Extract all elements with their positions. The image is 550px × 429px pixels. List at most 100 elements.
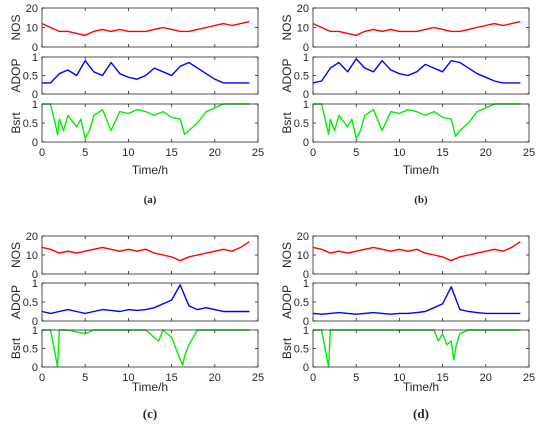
y-axis-label: ADOP: [9, 58, 23, 92]
y-tick-label: 0: [303, 42, 309, 54]
x-tick-label: 20: [209, 372, 221, 384]
y-axis-label: NOS: [280, 242, 294, 268]
y-tick-label: 0: [303, 269, 309, 281]
series-line-bsrt: [42, 103, 250, 139]
x-axis-label: Time/h: [403, 163, 439, 177]
y-tick-label: 20: [297, 231, 309, 243]
y-axis-label: Bsrt: [280, 337, 294, 359]
series-line-bsrt: [313, 103, 521, 139]
series-line-nos: [41, 20, 250, 36]
x-tick-label: 20: [209, 147, 221, 159]
y-tick-label: 1: [303, 52, 309, 64]
y-tick-label: 0.5: [294, 118, 309, 130]
series-line-nos: [312, 241, 521, 262]
y-axis-label: NOS: [9, 14, 23, 40]
subplot-adop: 0 0.5 1 ADOP: [9, 278, 259, 328]
x-tick-label: 20: [480, 147, 492, 159]
y-tick-label: 20: [26, 3, 38, 15]
subplot-adop: 0 0.5 1 ADOP: [9, 52, 259, 101]
y-tick-label: 0.5: [294, 297, 309, 309]
y-tick-label: 10: [297, 250, 309, 262]
axes-box: [41, 329, 259, 368]
panel-caption: (a): [144, 194, 157, 206]
x-axis-label: Time/h: [403, 380, 439, 394]
y-tick-label: 0: [32, 42, 38, 54]
panel-caption: (d): [413, 406, 429, 421]
y-tick-label: 0: [32, 269, 38, 281]
y-axis-label: NOS: [280, 14, 294, 40]
y-tick-label: 10: [297, 23, 309, 35]
x-tick-label: 25: [523, 147, 535, 159]
x-tick-label: 15: [165, 372, 177, 384]
y-tick-label: 1: [32, 325, 38, 337]
y-axis-label: ADOP: [9, 285, 23, 319]
x-tick-label: 15: [436, 147, 448, 159]
axes-box: [312, 329, 530, 368]
y-axis-label: Bsrt: [9, 112, 23, 134]
y-tick-label: 10: [26, 250, 38, 262]
x-tick-label: 15: [436, 372, 448, 384]
axes-box: [312, 282, 530, 322]
y-tick-label: 0.5: [23, 344, 38, 356]
y-tick-label: 0.5: [23, 118, 38, 130]
axes-box: [312, 235, 530, 275]
y-tick-label: 20: [297, 3, 309, 15]
y-axis-label: Bsrt: [280, 112, 294, 134]
x-tick-label: 20: [480, 372, 492, 384]
y-tick-label: 10: [26, 23, 38, 35]
series-line-bsrt: [42, 329, 250, 368]
axes-box: [41, 282, 259, 322]
x-tick-label: 10: [122, 147, 134, 159]
y-tick-label: 1: [303, 278, 309, 290]
axes-box: [41, 7, 259, 48]
y-tick-label: 0: [303, 89, 309, 101]
x-tick-label: 10: [122, 372, 134, 384]
series-line-adop: [42, 60, 250, 84]
y-tick-label: 1: [32, 278, 38, 290]
series-line-adop: [312, 286, 521, 315]
subplot-bsrt: 0 0.5 1 Bsrt: [280, 325, 530, 374]
subplot-bsrt: 0 0.5 1 Bsrt: [9, 325, 259, 374]
y-axis-label: NOS: [9, 242, 23, 268]
y-tick-label: 1: [32, 52, 38, 64]
y-tick-label: 0: [32, 362, 38, 374]
subplot-adop: 0 0.5 1 ADOP: [280, 52, 530, 101]
axes-box: [312, 56, 530, 95]
y-axis-label: Bsrt: [9, 337, 23, 359]
x-tick-label: 5: [82, 372, 88, 384]
x-tick-label: 15: [165, 147, 177, 159]
y-tick-label: 0: [303, 137, 309, 149]
y-axis-label: ADOP: [280, 285, 294, 319]
x-tick-label: 0: [39, 147, 45, 159]
x-tick-label: 0: [310, 372, 316, 384]
x-tick-label: 25: [252, 147, 264, 159]
x-axis-label: Time/h: [132, 163, 168, 177]
series-line-nos: [41, 241, 250, 262]
series-line-bsrt: [313, 329, 521, 368]
y-tick-label: 1: [32, 99, 38, 111]
y-tick-label: 0.5: [294, 71, 309, 83]
y-tick-label: 1: [303, 325, 309, 337]
axes-box: [41, 56, 259, 95]
x-tick-label: 25: [252, 372, 264, 384]
x-tick-label: 0: [39, 372, 45, 384]
x-axis-label: Time/h: [132, 380, 168, 394]
x-tick-label: 5: [82, 147, 88, 159]
subplot-bsrt: 0 0.5 1 Bsrt: [9, 99, 259, 149]
x-tick-label: 25: [523, 372, 535, 384]
subplot-bsrt: 0 0.5 1 Bsrt: [280, 99, 530, 149]
x-tick-label: 0: [310, 147, 316, 159]
y-tick-label: 0: [303, 362, 309, 374]
x-tick-label: 10: [393, 147, 405, 159]
y-tick-label: 0.5: [23, 71, 38, 83]
y-tick-label: 0: [32, 137, 38, 149]
series-line-adop: [312, 58, 521, 84]
